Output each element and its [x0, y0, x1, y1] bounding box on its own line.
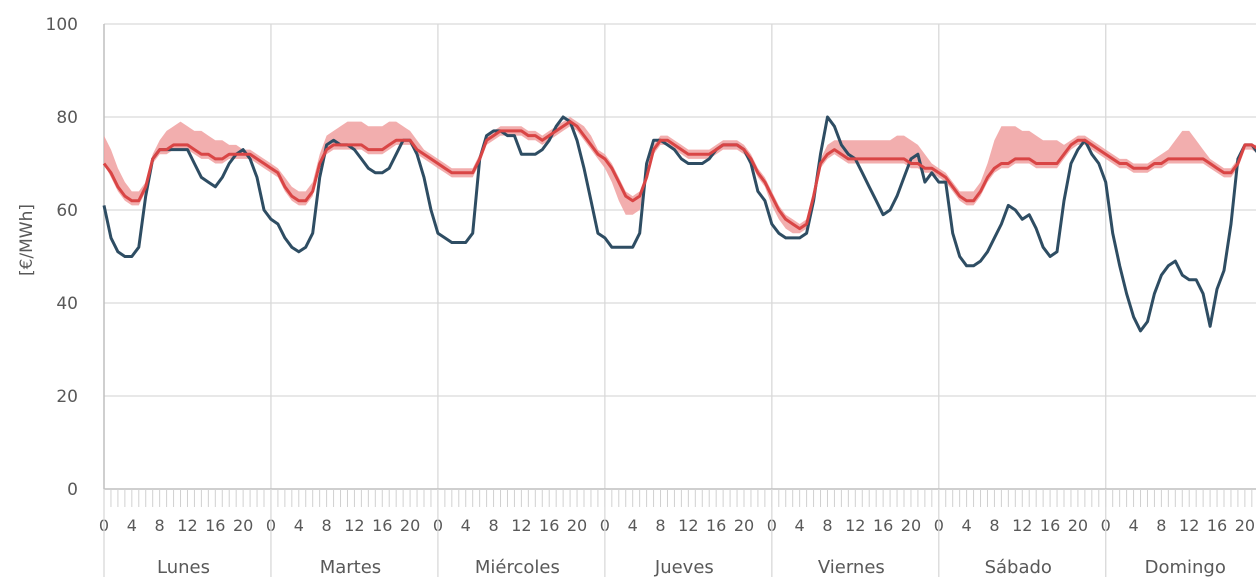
hour-tick-label: 12 — [511, 516, 531, 535]
hour-tick-label: 16 — [372, 516, 392, 535]
day-separators — [103, 24, 1107, 489]
day-label: Viernes — [818, 557, 885, 577]
hour-tick-label: 4 — [962, 516, 972, 535]
hour-tick-label: 4 — [461, 516, 471, 535]
hour-tick-label: 8 — [155, 516, 165, 535]
hour-tick-label: 20 — [901, 516, 921, 535]
y-tick-label: 60 — [56, 201, 78, 221]
hour-tick-label: 8 — [822, 516, 832, 535]
y-axis-label: [€/MWh] — [17, 204, 37, 276]
series-line-red — [102, 120, 1256, 231]
hour-tick-label: 16 — [873, 516, 893, 535]
hour-tick-label: 12 — [1012, 516, 1032, 535]
day-label: Jueves — [654, 557, 714, 577]
y-tick-label: 100 — [46, 15, 78, 35]
hour-tick-label: 20 — [567, 516, 587, 535]
hour-tick-label: 20 — [734, 516, 754, 535]
hour-tick-label: 4 — [294, 516, 304, 535]
day-label: Martes — [320, 557, 381, 577]
hour-tick-label: 16 — [706, 516, 726, 535]
hour-tick-label: 8 — [488, 516, 498, 535]
day-label: Lunes — [157, 557, 210, 577]
price-range-band — [104, 117, 1256, 234]
day-label: Sábado — [985, 557, 1052, 577]
hour-tick-label: 12 — [1179, 516, 1199, 535]
hour-tick-label: 4 — [127, 516, 137, 535]
hour-tick-label: 8 — [655, 516, 665, 535]
hour-tick-label: 20 — [1068, 516, 1088, 535]
y-tick-label: 0 — [67, 480, 78, 500]
hour-tick-label: 4 — [1128, 516, 1138, 535]
hour-tick-label: 12 — [344, 516, 364, 535]
x-axis: 048121620Lunes048121620Martes048121620Mi… — [99, 488, 1256, 577]
hour-tick-label: 4 — [795, 516, 805, 535]
gridlines — [104, 23, 1256, 397]
series-lines — [102, 115, 1256, 333]
y-tick-label: 80 — [56, 108, 78, 128]
hour-tick-label: 4 — [628, 516, 638, 535]
series-line-dark — [102, 115, 1256, 333]
hour-tick-label: 16 — [205, 516, 225, 535]
hour-tick-label: 12 — [177, 516, 197, 535]
hour-tick-label: 20 — [400, 516, 420, 535]
hour-tick-label: 20 — [1235, 516, 1255, 535]
y-tick-label: 20 — [56, 387, 78, 407]
hour-tick-label: 16 — [539, 516, 559, 535]
y-tick-label: 40 — [56, 294, 78, 314]
day-label: Domingo — [1145, 557, 1226, 577]
hour-tick-label: 8 — [989, 516, 999, 535]
range-band — [104, 117, 1256, 234]
day-label: Miércoles — [475, 557, 560, 577]
hour-tick-label: 8 — [1156, 516, 1166, 535]
hour-tick-label: 20 — [233, 516, 253, 535]
y-axis-ticks: 0 20 40 60 80 100 — [46, 15, 78, 500]
hour-tick-label: 8 — [322, 516, 332, 535]
hour-tick-label: 12 — [678, 516, 698, 535]
hour-tick-label: 16 — [1040, 516, 1060, 535]
hour-tick-label: 16 — [1207, 516, 1227, 535]
hour-tick-label: 12 — [845, 516, 865, 535]
